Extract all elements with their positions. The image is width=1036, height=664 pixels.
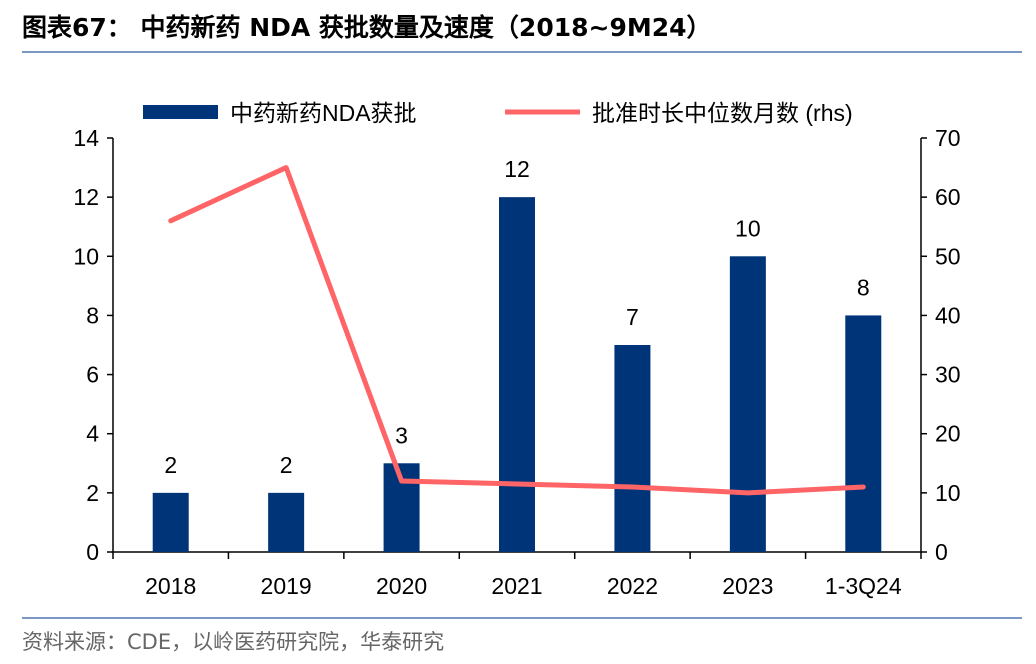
legend-bar-swatch [143, 105, 218, 119]
figure-title: 图表67： 中药新药 NDA 获批数量及速度（2018~9M24） [22, 13, 712, 42]
right-tick-label: 0 [935, 539, 948, 565]
bar-data-label: 10 [735, 215, 761, 241]
bar [845, 315, 882, 552]
right-tick-label: 50 [935, 243, 961, 269]
x-tick-label: 2019 [261, 573, 312, 599]
right-tick-label: 30 [935, 362, 961, 388]
footer-divider [22, 617, 1022, 619]
bar [499, 197, 535, 552]
bar-data-label: 8 [857, 274, 870, 300]
bar [268, 492, 305, 552]
left-tick-label: 12 [73, 184, 99, 210]
bar-data-label: 2 [164, 452, 177, 478]
right-tick-label: 70 [935, 125, 961, 151]
left-tick-label: 0 [86, 539, 99, 565]
left-tick-label: 6 [86, 362, 99, 388]
right-tick-label: 60 [935, 184, 961, 210]
left-tick-label: 2 [86, 480, 99, 506]
left-tick-label: 4 [86, 421, 99, 447]
bar [614, 345, 651, 552]
x-tick-label: 2021 [491, 573, 542, 599]
x-tick-label: 2023 [722, 573, 773, 599]
right-tick-label: 20 [935, 421, 961, 447]
x-tick-label: 2020 [376, 573, 427, 599]
x-tick-label: 2018 [145, 573, 196, 599]
left-tick-label: 8 [86, 302, 99, 328]
bar [729, 256, 766, 552]
x-tick-label: 2022 [607, 573, 658, 599]
legend-line-label: 批准时长中位数月数 (rhs) [592, 100, 853, 126]
right-tick-label: 10 [935, 480, 961, 506]
bar-data-label: 3 [395, 422, 408, 448]
bar-data-label: 2 [280, 452, 293, 478]
left-tick-label: 14 [73, 125, 99, 151]
title-divider [22, 51, 1022, 53]
line-series [168, 165, 866, 496]
x-tick-label: 1-3Q24 [825, 573, 902, 599]
source-note: 资料来源：CDE，以岭医药研究院，华泰研究 [22, 630, 445, 654]
bar [152, 492, 189, 552]
bar-data-label: 12 [504, 156, 530, 182]
right-tick-label: 40 [935, 302, 961, 328]
left-tick-label: 10 [73, 243, 99, 269]
legend-bar-label: 中药新药NDA获批 [230, 100, 417, 126]
bar-data-label: 7 [626, 304, 639, 330]
